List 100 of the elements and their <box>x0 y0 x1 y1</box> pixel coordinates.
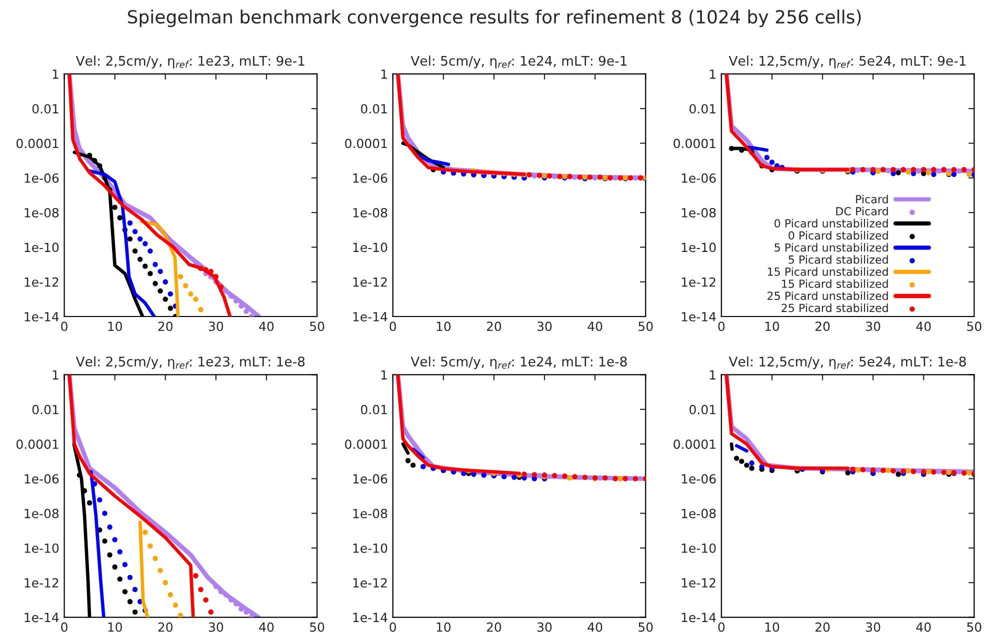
y-tick-label: 1e-10 <box>24 242 59 252</box>
x-tick-label: 0 <box>390 322 396 332</box>
x-tick-label: 10 <box>108 622 122 632</box>
legend-label: DC Picard <box>836 206 888 216</box>
x-tick-label: 30 <box>538 622 552 632</box>
y-tick-label: 0.01 <box>360 104 387 114</box>
chart-title: Vel: 12,5cm/y, η$_{ref}$: 5e24, mLT: 1e-8 <box>728 356 966 370</box>
y-tick-label: 1 <box>52 70 58 79</box>
x-tick-label: 40 <box>259 622 274 632</box>
y-tick-label: 1e-12 <box>24 277 58 287</box>
y-tick-label: 1e-10 <box>682 242 716 252</box>
chart-title: Vel: 5cm/y, η$_{ref}$: 1e24, mLT: 1e-8 <box>410 356 627 370</box>
y-tick-label: 0.0001 <box>345 138 387 148</box>
y-tick-label: 1e-08 <box>682 508 716 518</box>
legend-label: 15 Picard stabilized <box>782 279 888 288</box>
y-tick-label: 1 <box>52 370 58 380</box>
x-tick-label: 30 <box>208 322 224 332</box>
x-tick-label: 40 <box>259 322 274 332</box>
y-tick-label: 1e-06 <box>24 173 59 183</box>
y-tick-label: 1e-06 <box>353 173 388 183</box>
y-tick-label: 1e-12 <box>24 578 58 588</box>
y-tick-label: 1e-12 <box>682 277 716 287</box>
chart-title: Vel: 2,5cm/y, η$_{ref}$: 1e23, mLT: 1e-8 <box>76 356 305 370</box>
y-tick-label: 1e-08 <box>24 508 59 518</box>
y-tick-label: 0.01 <box>32 104 58 114</box>
y-tick-label: 1e-10 <box>353 242 388 252</box>
x-tick-label: 30 <box>208 622 224 632</box>
legend-label: 5 Picard stabilized <box>788 255 888 264</box>
y-tick-label: 1e-12 <box>353 277 387 287</box>
x-tick-label: 30 <box>538 322 552 332</box>
x-tick-label: 50 <box>638 622 653 632</box>
y-tick-label: 1e-08 <box>682 208 716 218</box>
y-tick-label: 1e-14 <box>24 612 59 622</box>
y-tick-label: 1e-06 <box>353 474 388 484</box>
x-tick-label: 10 <box>436 322 451 332</box>
x-tick-label: 20 <box>815 622 830 632</box>
x-tick-label: 20 <box>158 322 173 332</box>
y-tick-label: 1e-14 <box>353 612 388 622</box>
x-tick-label: 40 <box>916 322 931 332</box>
legend-label: 25 Picard stabilized <box>782 304 888 312</box>
legend-label: 0 Picard stabilized <box>788 231 888 240</box>
y-tick-label: 0.0001 <box>345 439 387 449</box>
x-tick-label: 10 <box>108 322 122 332</box>
x-tick-label: 40 <box>588 322 602 332</box>
y-tick-label: 1e-08 <box>353 208 388 218</box>
y-tick-label: 1e-14 <box>682 612 716 622</box>
y-tick-label: 1e-10 <box>24 543 59 553</box>
y-tick-label: 1 <box>710 70 716 79</box>
legend-label: 15 Picard unstabilized <box>768 267 888 276</box>
chart-title: Vel: 2,5cm/y, η$_{ref}$: 1e23, mLT: 9e-1 <box>76 56 304 68</box>
x-tick-label: 0 <box>718 622 725 632</box>
y-tick-label: 1e-10 <box>682 543 716 553</box>
x-tick-label: 40 <box>916 622 931 632</box>
x-tick-label: 40 <box>588 622 602 632</box>
x-tick-label: 30 <box>866 622 880 632</box>
y-tick-label: 1e-12 <box>682 578 716 588</box>
text: Spiegelman benchmark convergence results for refinement 8 (1024 by 256 cells) <box>128 10 861 28</box>
y-tick-label: 0.0001 <box>16 138 58 148</box>
y-tick-label: 1e-08 <box>24 208 59 218</box>
x-tick-label: 20 <box>158 622 173 632</box>
x-tick-label: 20 <box>815 322 830 332</box>
y-tick-label: 1e-08 <box>353 508 388 518</box>
y-tick-label: 0.01 <box>32 404 58 414</box>
x-tick-label: 0 <box>61 322 68 332</box>
legend-label: Picard <box>856 194 888 204</box>
y-tick-label: 0.0001 <box>674 138 716 148</box>
x-tick-label: 50 <box>638 322 653 332</box>
y-tick-label: 1e-06 <box>682 474 716 484</box>
y-tick-label: 1e-06 <box>682 173 716 183</box>
chart-title: Vel: 12,5cm/y, η$_{ref}$: 5e24, mLT: 9e-1 <box>728 56 966 68</box>
y-tick-label: 1 <box>710 370 716 380</box>
y-tick-label: 0.01 <box>690 404 716 414</box>
y-tick-label: 1e-14 <box>682 312 716 322</box>
y-tick-label: 0.01 <box>690 104 716 114</box>
x-tick-label: 50 <box>967 322 982 332</box>
x-tick-label: 50 <box>310 622 324 632</box>
x-tick-label: 10 <box>765 622 780 632</box>
y-tick-label: 0.0001 <box>674 439 716 449</box>
x-tick-label: 0 <box>61 622 68 632</box>
y-tick-label: 1e-06 <box>24 474 59 484</box>
x-tick-label: 20 <box>486 322 502 332</box>
x-tick-label: 20 <box>486 622 502 632</box>
x-tick-label: 0 <box>390 622 396 632</box>
x-tick-label: 50 <box>310 322 324 332</box>
y-tick-label: 0.01 <box>360 404 387 414</box>
x-tick-label: 10 <box>436 622 451 632</box>
x-tick-label: 50 <box>967 622 982 632</box>
x-tick-label: 10 <box>765 322 780 332</box>
legend-label: 0 Picard unstabilized <box>774 218 888 228</box>
y-tick-label: 1e-10 <box>353 543 388 553</box>
y-tick-label: 1e-14 <box>353 312 388 322</box>
y-tick-label: 0.0001 <box>16 439 58 449</box>
legend-label: 5 Picard unstabilized <box>774 243 888 252</box>
y-tick-label: 1 <box>381 370 387 380</box>
x-tick-label: 0 <box>718 322 725 332</box>
chart-title: Vel: 5cm/y, η$_{ref}$: 1e24, mLT: 9e-1 <box>410 56 626 68</box>
legend-label: 25 Picard unstabilized <box>768 291 888 300</box>
y-tick-label: 1e-12 <box>353 578 387 588</box>
y-tick-label: 1e-14 <box>24 312 59 322</box>
y-tick-label: 1 <box>381 70 387 79</box>
